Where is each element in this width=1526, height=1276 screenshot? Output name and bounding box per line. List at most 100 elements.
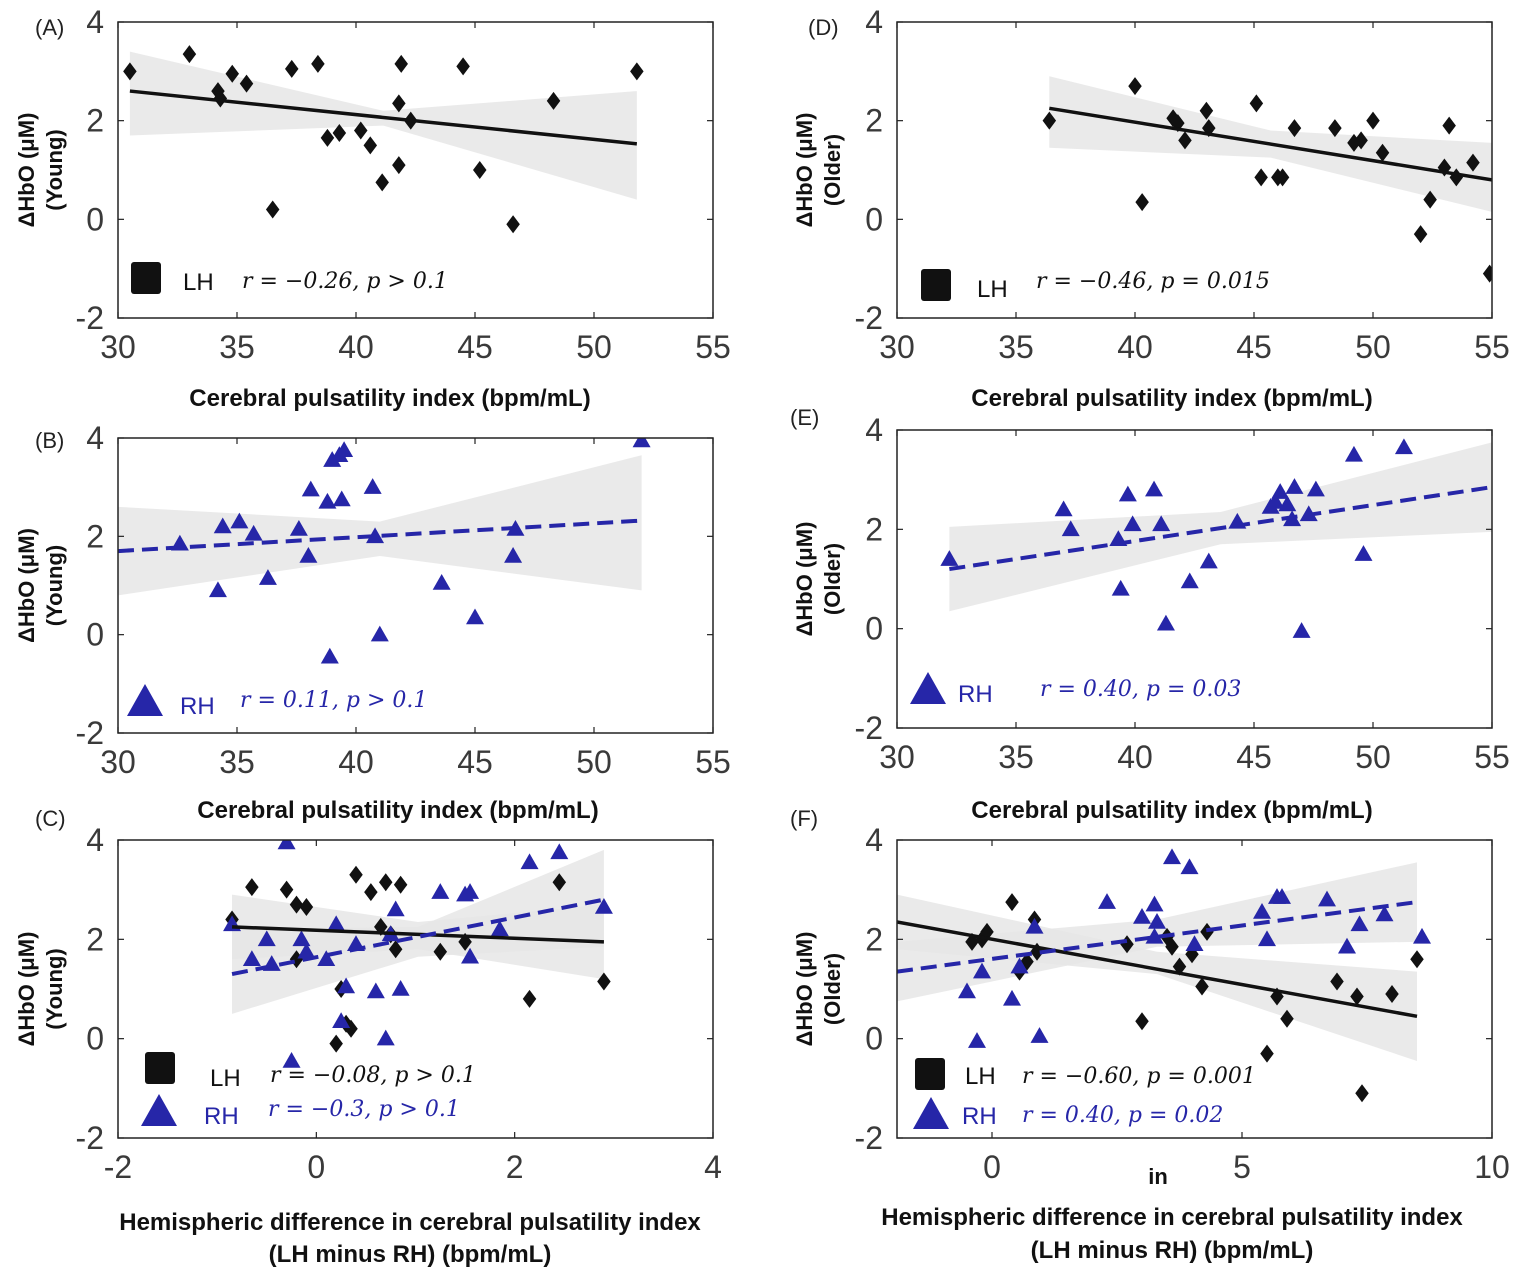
data-point-rh bbox=[289, 519, 308, 536]
y-axis-label-line: ΔHbO (μM) bbox=[14, 932, 39, 1047]
panel-label: (A) bbox=[35, 15, 64, 40]
x-tick-label: 30 bbox=[100, 329, 136, 365]
data-point-rh bbox=[1025, 917, 1044, 934]
data-point-lh bbox=[1165, 937, 1179, 956]
data-point-rh bbox=[1180, 572, 1199, 589]
y-tick-label: 0 bbox=[865, 1021, 883, 1057]
legend-stat: r = 0.11, p > 0.1 bbox=[240, 688, 427, 713]
axes-frame bbox=[896, 21, 1493, 319]
data-point-rh bbox=[1266, 493, 1285, 509]
y-tick-label: 2 bbox=[865, 921, 883, 957]
y-tick-label: 2 bbox=[865, 511, 883, 547]
x-axis-label: (LH minus RH) (bpm/mL) bbox=[1031, 1237, 1314, 1264]
legend-rh: RH r = 0.40, p = 0.03 bbox=[910, 672, 1241, 708]
y-tick-label: -2 bbox=[76, 1120, 104, 1156]
x-tick-label: 2 bbox=[506, 1149, 524, 1185]
y-tick-label: 4 bbox=[865, 4, 883, 40]
legend-rh: RH r = 0.40, p = 0.02 bbox=[913, 1097, 1223, 1130]
data-point-rh bbox=[366, 527, 385, 544]
data-point-lh bbox=[265, 200, 280, 219]
data-point-rh bbox=[973, 962, 991, 979]
fit-line-lh bbox=[129, 89, 638, 146]
data-point-lh bbox=[245, 878, 259, 897]
legend-label: LH bbox=[977, 276, 1008, 303]
y-axis-label-line: (Older) bbox=[820, 543, 845, 615]
x-tick-label: 0 bbox=[307, 1149, 325, 1185]
data-point-rh bbox=[301, 480, 320, 497]
legend-label: RH bbox=[962, 1103, 997, 1130]
x-tick-label: 50 bbox=[1355, 329, 1391, 365]
data-point-rh bbox=[1292, 622, 1311, 638]
data-point-rh bbox=[490, 920, 509, 937]
data-point-lh bbox=[1385, 984, 1399, 1003]
data-point-rh bbox=[1199, 552, 1218, 569]
data-point-lh bbox=[1254, 168, 1268, 187]
axes-frame bbox=[117, 839, 714, 1139]
data-point-lh bbox=[1354, 131, 1368, 150]
data-point-rh bbox=[297, 942, 316, 959]
x-tick-label: 40 bbox=[338, 744, 374, 780]
data-point-lh bbox=[1135, 193, 1149, 212]
panel-label: (B) bbox=[35, 428, 64, 453]
data-point-rh bbox=[213, 517, 232, 534]
data-point-lh bbox=[1423, 190, 1437, 209]
data-point-lh bbox=[320, 128, 335, 147]
data-point-rh bbox=[1253, 903, 1271, 919]
data-point-rh bbox=[432, 574, 451, 590]
x-tick-label: 55 bbox=[1474, 739, 1510, 775]
y-axis-label-line: (Older) bbox=[820, 953, 845, 1025]
data-point-lh bbox=[239, 74, 254, 93]
data-point-rh bbox=[1375, 905, 1394, 922]
data-point-rh bbox=[1145, 480, 1164, 497]
plot-area bbox=[223, 840, 613, 1068]
data-point-lh bbox=[1350, 987, 1364, 1006]
y-tick-label: 4 bbox=[86, 420, 104, 456]
y-axis-label: ΔHbO (μM) (Older) bbox=[792, 113, 845, 228]
data-point-rh bbox=[208, 581, 227, 598]
data-point-lh bbox=[299, 898, 314, 917]
data-point-lh bbox=[630, 62, 644, 81]
x-axis-label: Cerebral pulsatility index (bpm/mL) bbox=[197, 797, 598, 824]
x-tick-label: 50 bbox=[576, 744, 612, 780]
axes-frame bbox=[117, 21, 714, 319]
data-point-rh bbox=[320, 647, 339, 664]
data-point-lh bbox=[394, 54, 408, 73]
y-axis-label-line: (Young) bbox=[42, 948, 67, 1029]
y-axis-label-line: ΔHbO (μM) bbox=[14, 113, 39, 228]
panel-e: 30 35 40 45 50 55 4 2 0 -2 (E) ΔHbO (μM) (Older) Cere… bbox=[790, 405, 1510, 824]
data-point-rh bbox=[1354, 545, 1373, 561]
data-point-rh bbox=[1285, 478, 1304, 494]
panel-label: (D) bbox=[808, 15, 839, 40]
x-axis-label: (LH minus RH) (bpm/mL) bbox=[269, 1241, 552, 1268]
y-tick-label: 4 bbox=[865, 822, 883, 858]
legend-triangle-icon bbox=[910, 672, 946, 704]
y-axis-label-line: ΔHbO (μM) bbox=[792, 522, 817, 637]
data-point-rh bbox=[1118, 485, 1137, 502]
data-point-rh bbox=[1123, 515, 1142, 532]
data-point-lh bbox=[123, 62, 137, 81]
fit-line-lh bbox=[231, 925, 604, 944]
y-tick-label: 2 bbox=[86, 518, 104, 554]
data-point-rh bbox=[550, 843, 569, 860]
data-point-rh bbox=[337, 977, 356, 994]
data-point-lh bbox=[329, 1034, 343, 1053]
data-point-rh bbox=[1258, 930, 1276, 947]
data-point-rh bbox=[520, 853, 539, 870]
y-tick-label: 2 bbox=[86, 921, 104, 957]
data-point-rh bbox=[335, 441, 354, 458]
x-tick-label: 30 bbox=[879, 329, 915, 365]
y-tick-label: 4 bbox=[86, 4, 104, 40]
legend-label: LH bbox=[965, 1063, 996, 1090]
data-point-rh bbox=[466, 608, 484, 625]
y-axis-label-line: (Older) bbox=[820, 134, 845, 206]
x-axis-label: Cerebral pulsatility index (bpm/mL) bbox=[971, 797, 1372, 824]
data-point-rh bbox=[332, 1012, 351, 1029]
y-tick-label: -2 bbox=[76, 300, 104, 336]
data-point-rh bbox=[376, 1029, 395, 1046]
data-point-lh bbox=[388, 940, 403, 959]
data-point-lh bbox=[522, 989, 537, 1008]
data-point-rh bbox=[1010, 957, 1029, 974]
data-point-rh bbox=[1413, 927, 1431, 944]
data-point-rh bbox=[1152, 515, 1171, 532]
